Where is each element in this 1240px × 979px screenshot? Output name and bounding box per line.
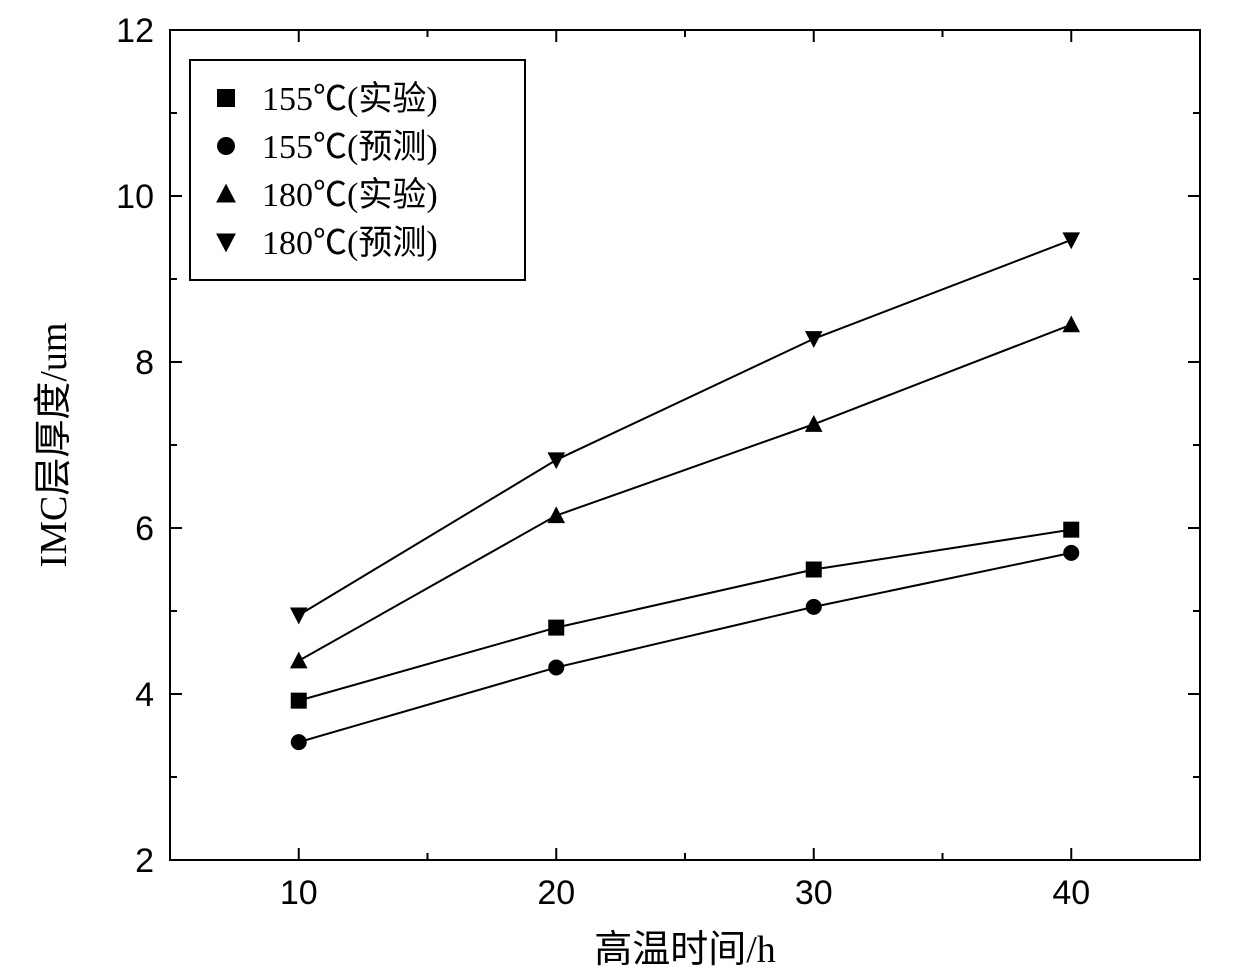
x-tick-label: 30	[795, 874, 833, 912]
line-chart: 1020304024681012高温时间/hIMC层厚度/um155℃(实验)1…	[0, 0, 1240, 979]
y-tick-label: 4	[135, 676, 154, 714]
x-tick-label: 20	[537, 874, 575, 912]
legend-label: 180℃(实验)	[262, 176, 438, 214]
legend-label: 155℃(实验)	[262, 80, 438, 118]
x-tick-label: 10	[280, 874, 318, 912]
y-tick-label: 12	[116, 12, 154, 50]
y-tick-label: 2	[135, 842, 154, 880]
y-tick-label: 8	[135, 344, 154, 382]
x-tick-label: 40	[1052, 874, 1090, 912]
legend: 155℃(实验) 155℃(预测) 180℃(实验) 180℃(预测)	[190, 60, 525, 280]
y-tick-label: 6	[135, 510, 154, 548]
y-tick-label: 10	[116, 178, 154, 216]
x-axis-label: 高温时间/h	[594, 929, 776, 971]
legend-label: 180℃(预测)	[262, 225, 438, 262]
y-axis-label: IMC层厚度/um	[33, 323, 75, 568]
chart-container: 1020304024681012高温时间/hIMC层厚度/um155℃(实验)1…	[0, 0, 1240, 979]
legend-label: 155℃(预测)	[262, 129, 438, 166]
